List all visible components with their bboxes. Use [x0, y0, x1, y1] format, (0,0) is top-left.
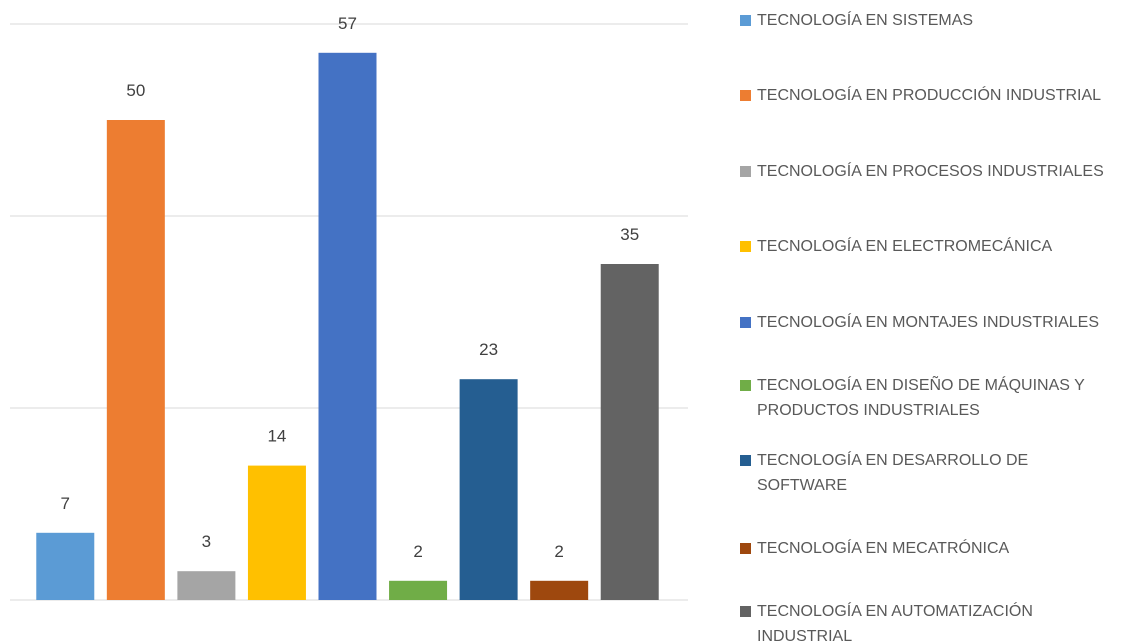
data-label: 35 [620, 225, 639, 244]
legend-label: TECNOLOGÍA EN MONTAJES INDUSTRIALES [740, 310, 1099, 335]
data-label: 57 [338, 14, 357, 33]
legend-item: TECNOLOGÍA EN DESARROLLO DE SOFTWARE [740, 448, 1115, 498]
bar [459, 379, 518, 600]
legend-swatch [740, 165, 751, 177]
legend-swatch [740, 379, 751, 391]
bar [389, 580, 448, 600]
bar [318, 52, 377, 601]
legend-label: TECNOLOGÍA EN AUTOMATIZACIÓN INDUSTRIAL [740, 599, 1115, 643]
data-label: 14 [267, 427, 286, 446]
bar [177, 571, 236, 600]
data-label: 2 [413, 542, 422, 561]
data-label: 7 [61, 494, 70, 513]
bar [36, 532, 95, 600]
legend-label: TECNOLOGÍA EN MECATRÓNICA [740, 536, 1009, 561]
legend-swatch [740, 455, 751, 466]
legend-item: TECNOLOGÍA EN AUTOMATIZACIÓN INDUSTRIAL [740, 599, 1115, 643]
legend-item: TECNOLOGÍA EN MECATRÓNICA [740, 524, 1115, 574]
legend-swatch [740, 316, 751, 328]
legend-label: TECNOLOGÍA EN SISTEMAS [740, 8, 973, 33]
data-label: 3 [202, 532, 211, 551]
legend-swatch [740, 606, 751, 617]
legend-label: TECNOLOGÍA EN PRODUCCIÓN INDUSTRIAL [740, 83, 1101, 108]
legend-label: TECNOLOGÍA EN DISEÑO DE MÁQUINAS Y PRODU… [740, 373, 1115, 423]
legend-swatch [740, 241, 751, 252]
legend-swatch [740, 14, 751, 26]
bar [247, 465, 306, 600]
legend-swatch [740, 543, 751, 554]
bar [600, 264, 659, 600]
data-label: 23 [479, 340, 498, 359]
bar [106, 120, 165, 600]
legend-item: TECNOLOGÍA EN DISEÑO DE MÁQUINAS Y PRODU… [740, 373, 1115, 423]
legend-label: TECNOLOGÍA EN PROCESOS INDUSTRIALES [740, 159, 1104, 184]
plot: 7 50 3 14 57 2 23 2 35 [10, 14, 688, 601]
legend-item: TECNOLOGÍA EN PROCESOS INDUSTRIALES [740, 146, 1115, 196]
bar [530, 580, 589, 600]
legend-label: TECNOLOGÍA EN DESARROLLO DE SOFTWARE [740, 448, 1115, 498]
legend-item: TECNOLOGÍA EN MONTAJES INDUSTRIALES [740, 297, 1115, 347]
legend-label: TECNOLOGÍA EN ELECTROMECÁNICA [740, 234, 1052, 259]
legend-item: TECNOLOGÍA EN ELECTROMECÁNICA [740, 222, 1115, 272]
legend-swatch [740, 90, 751, 101]
data-label: 2 [554, 542, 563, 561]
legend-item: TECNOLOGÍA EN SISTEMAS [740, 0, 1115, 45]
legend-item: TECNOLOGÍA EN PRODUCCIÓN INDUSTRIAL [740, 71, 1115, 121]
data-label: 50 [126, 81, 145, 100]
